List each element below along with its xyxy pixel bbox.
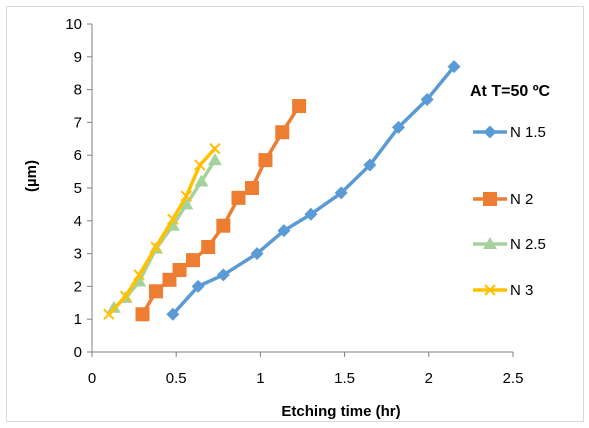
y-axis-title-group: (µm) [23, 160, 40, 192]
legend-item: N 1.5 [473, 124, 546, 141]
y-tick-label: 5 [74, 180, 82, 197]
legend-item: N 2 [473, 191, 533, 208]
y-tick-label: 2 [74, 278, 82, 295]
y-axis-title: (µm) [23, 160, 40, 192]
y-tick-label: 4 [74, 213, 82, 230]
y-tick-label: 9 [74, 49, 82, 66]
data-point [201, 240, 215, 254]
legend-label: N 2 [510, 191, 533, 208]
data-point [186, 253, 200, 267]
data-point [216, 219, 230, 233]
legend-label: N 2.5 [510, 236, 546, 253]
data-point [136, 307, 150, 321]
data-point [210, 144, 220, 154]
y-tick-label: 8 [74, 82, 82, 99]
x-tick-label: 2 [425, 370, 433, 387]
legend-label: N 1.5 [510, 124, 546, 141]
data-point [232, 191, 246, 205]
legend-marker [483, 192, 497, 206]
data-point [173, 263, 187, 277]
x-tick-label: 1.5 [334, 370, 355, 387]
x-tick-label: 1 [256, 370, 264, 387]
legend-item: N 2.5 [473, 236, 546, 253]
legend-group: N 1.5 N 2 N 2.5 N 3 [473, 124, 546, 299]
y-tick-label: 1 [74, 311, 82, 328]
y-tick-label: 7 [74, 114, 82, 131]
x-tick-label: 2.5 [503, 370, 524, 387]
x-tick-label: 0 [88, 370, 96, 387]
series-group [104, 60, 461, 321]
x-tick-label: 0.5 [166, 370, 187, 387]
x-axis-title: Etching time (hr) [281, 403, 400, 420]
y-tick-label: 10 [65, 16, 82, 33]
series-line [173, 67, 454, 315]
series-2 [136, 99, 307, 321]
legend-label: N 3 [510, 282, 533, 299]
legend-title: At T=50 ºC [470, 83, 551, 100]
data-point [292, 99, 306, 113]
series-1 [166, 60, 460, 321]
data-point [258, 153, 272, 167]
data-point [245, 181, 259, 195]
data-point [149, 284, 163, 298]
y-tick-label: 0 [74, 344, 82, 361]
y-axis-title-text: µm) [23, 160, 40, 187]
data-point [275, 125, 289, 139]
y-tick-label: 3 [74, 246, 82, 263]
y-tick-label: 6 [74, 147, 82, 164]
legend-item: N 3 [473, 282, 533, 299]
legend-marker [484, 126, 497, 139]
